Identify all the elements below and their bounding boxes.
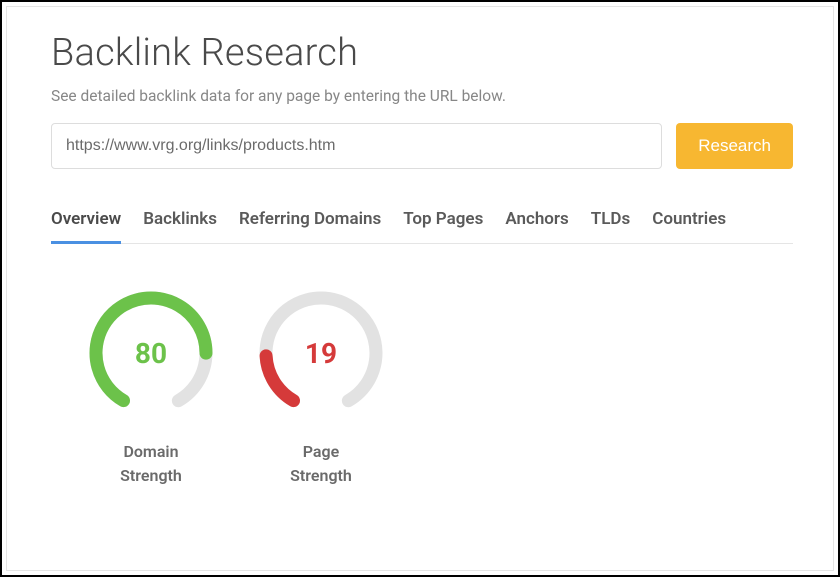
gauge-label: PageStrength	[290, 440, 352, 488]
backlink-research-panel: Backlink Research See detailed backlink …	[6, 6, 834, 571]
tab-backlinks[interactable]: Backlinks	[143, 199, 217, 244]
url-input[interactable]	[51, 123, 662, 169]
page-title: Backlink Research	[51, 31, 793, 75]
gauge-value: 19	[256, 288, 386, 418]
gauge-domain-strength: 80 DomainStrength	[81, 288, 221, 488]
gauge-value: 80	[86, 288, 216, 418]
tab-top-pages[interactable]: Top Pages	[403, 199, 483, 244]
gauges-row: 80 DomainStrength 19 PageStrength	[51, 288, 793, 488]
gauge-ring: 80	[86, 288, 216, 418]
gauge-label: DomainStrength	[120, 440, 182, 488]
gauge-ring: 19	[256, 288, 386, 418]
search-row: Research	[51, 123, 793, 169]
page-subtitle: See detailed backlink data for any page …	[51, 87, 793, 105]
tab-countries[interactable]: Countries	[652, 199, 726, 244]
tab-overview[interactable]: Overview	[51, 199, 121, 244]
tabs: Overview Backlinks Referring Domains Top Pa…	[51, 199, 793, 244]
research-button[interactable]: Research	[676, 123, 793, 169]
tab-tlds[interactable]: TLDs	[591, 199, 630, 244]
tab-anchors[interactable]: Anchors	[505, 199, 568, 244]
gauge-page-strength: 19 PageStrength	[251, 288, 391, 488]
tab-referring-domains[interactable]: Referring Domains	[239, 199, 381, 244]
